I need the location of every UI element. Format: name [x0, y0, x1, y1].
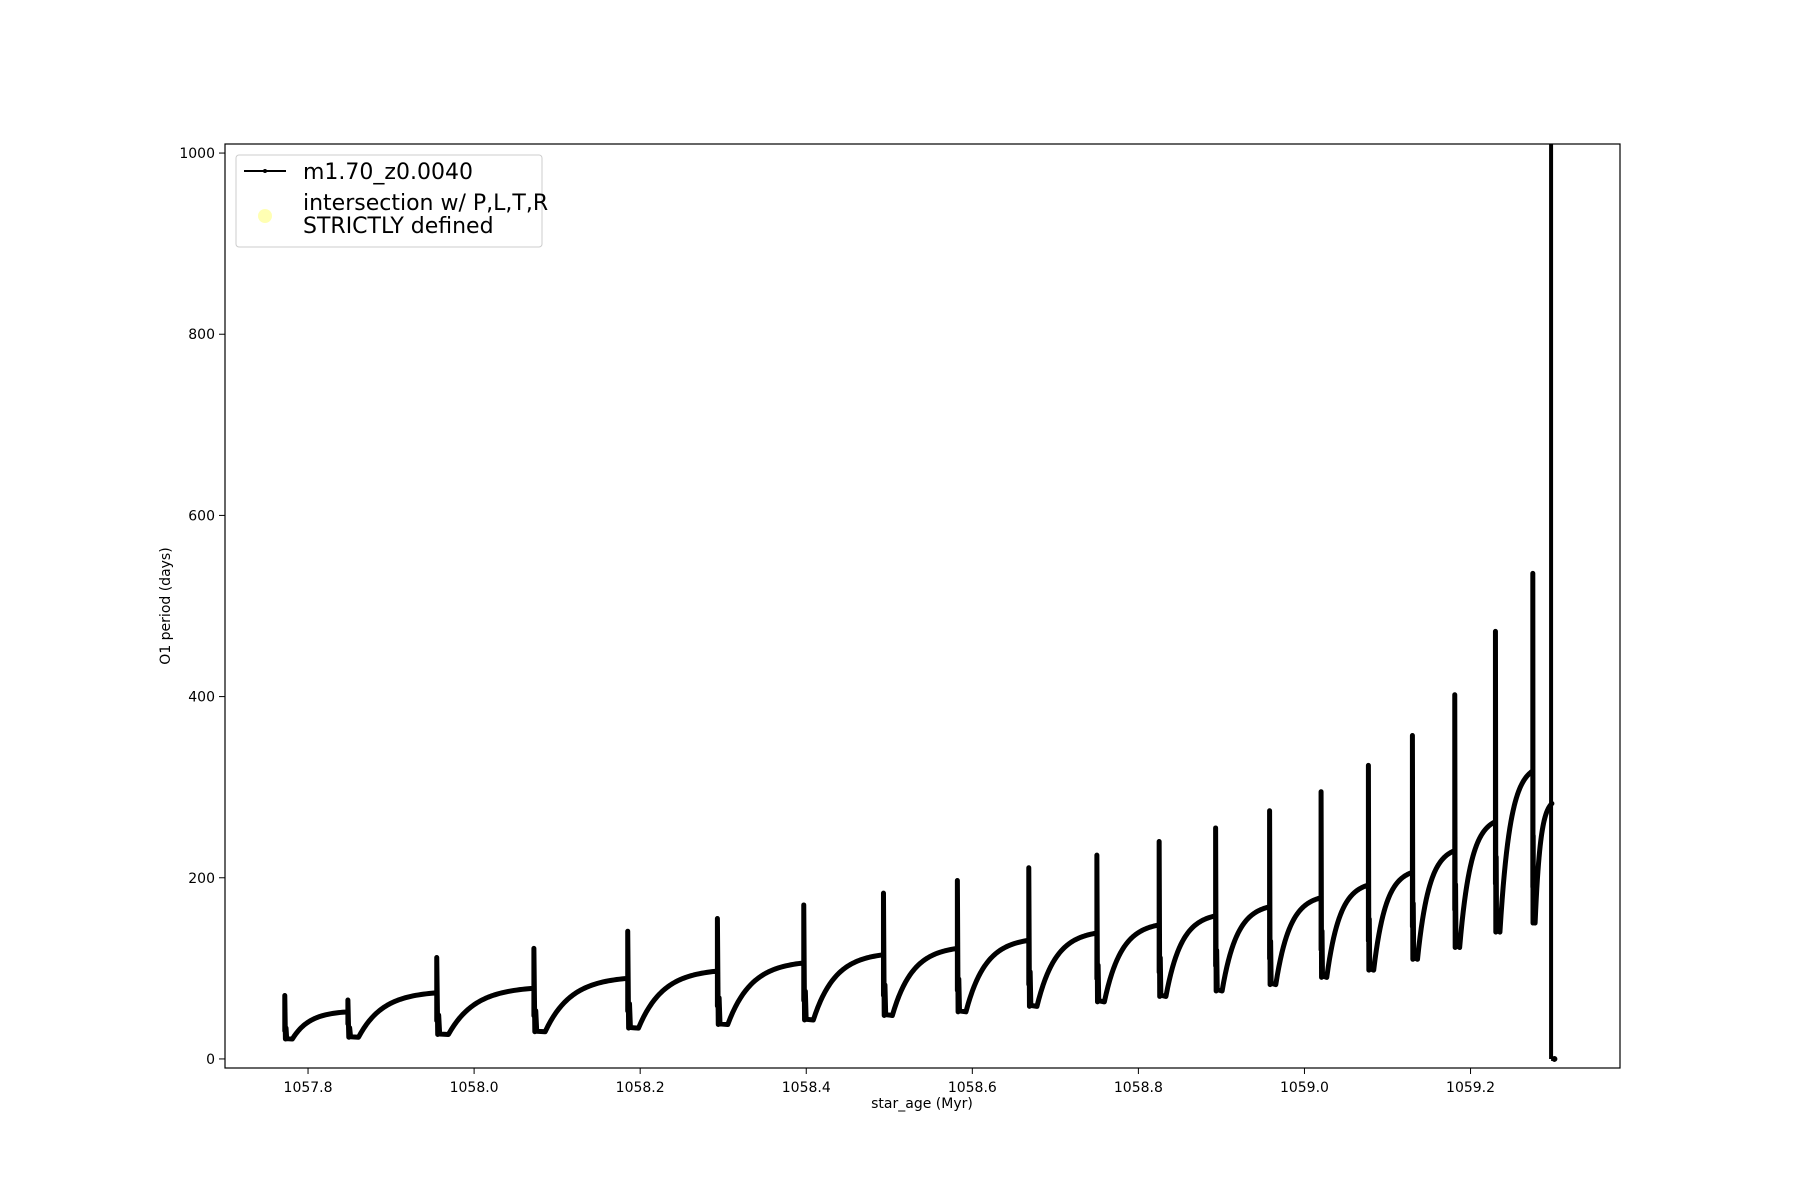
- y-tick-label: 1000: [179, 146, 215, 162]
- y-axis-label: O1 period (days): [158, 547, 174, 664]
- x-tick-label: 1058.4: [782, 1080, 831, 1096]
- legend: m1.70_z0.0040 intersection w/ P,L,T,R ST…: [235, 154, 548, 248]
- final-point: [1551, 1055, 1558, 1062]
- legend-circle-swatch: [258, 209, 272, 223]
- x-tick-label: 1059.0: [1280, 1080, 1329, 1096]
- legend-dot-swatch: [263, 169, 267, 173]
- legend-frame: [235, 154, 543, 248]
- y-axis: 0 200 400 600 800 1000: [179, 146, 225, 1068]
- x-tick-label: 1058.0: [450, 1080, 499, 1096]
- legend-entry-series: m1.70_z0.0040: [303, 160, 473, 185]
- y-tick-label: 400: [188, 690, 215, 706]
- x-tick-label: 1059.2: [1446, 1080, 1495, 1096]
- x-tick-label: 1058.2: [616, 1080, 665, 1096]
- y-tick-label: 800: [188, 327, 215, 343]
- x-tick-label: 1058.6: [948, 1080, 997, 1096]
- x-axis-label: star_age (Myr): [871, 1096, 973, 1112]
- y-tick-label: 200: [188, 871, 215, 887]
- x-tick-label: 1057.8: [284, 1080, 333, 1096]
- plot-frame: [224, 143, 1621, 1069]
- legend-entry-intersection-line2: STRICTLY defined: [303, 214, 494, 239]
- y-tick-label: 0: [206, 1052, 215, 1068]
- x-tick-label: 1058.8: [1114, 1080, 1163, 1096]
- y-tick-label: 600: [188, 508, 215, 524]
- series-line: [282, 570, 1555, 1042]
- legend-entry-intersection-line1: intersection w/ P,L,T,R: [303, 191, 548, 216]
- x-axis: 1057.8 1058.0 1058.2 1058.4 1058.6 1058.8 1059…: [284, 1068, 1495, 1096]
- data-layer: [282, 144, 1558, 1062]
